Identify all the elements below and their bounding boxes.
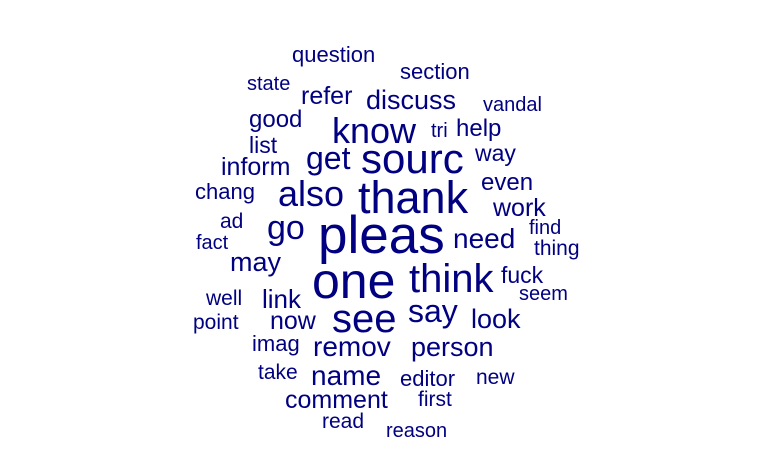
word-thank: thank [358,172,469,223]
word-editor: editor [400,366,456,391]
word-seem: seem [519,283,568,305]
word-point: point [193,311,239,334]
word-one: one [312,253,396,309]
word-discuss: discuss [366,85,457,115]
word-even: even [481,169,534,196]
word-help: help [456,115,502,142]
word-imag: imag [252,331,300,356]
word-read: read [322,410,365,433]
word-first: first [418,388,452,411]
word-work: work [493,194,546,222]
word-say: say [408,293,458,329]
word-see: see [332,297,397,341]
word-get: get [306,140,351,176]
word-fuck: fuck [501,262,544,288]
word-way: way [475,140,516,166]
word-fact: fact [196,232,229,254]
word-may: may [230,247,282,277]
word-thing: thing [534,237,580,260]
word-comment: comment [285,386,388,414]
word-inform: inform [221,153,291,181]
word-list: list [249,132,278,158]
word-good: good [249,106,303,133]
word-state: state [247,73,291,95]
word-person: person [411,332,494,362]
word-now: now [270,307,316,335]
word-take: take [258,361,298,384]
word-pleas: pleas [318,206,445,265]
word-section: section [400,59,470,84]
word-tri: tri [431,120,448,142]
word-go: go [267,209,305,247]
word-new: new [476,366,515,389]
word-look: look [471,304,521,334]
word-sourc: sourc [361,135,464,182]
word-also: also [278,173,345,214]
word-ad: ad [220,210,244,233]
word-know: know [332,110,417,151]
word-think: think [409,257,494,301]
word-vandal: vandal [483,94,542,116]
word-need: need [453,223,516,254]
word-chang: chang [195,179,255,204]
word-remov: remov [313,331,391,362]
word-well: well [206,287,243,310]
word-link: link [262,284,302,314]
word-find: find [529,217,562,239]
word-name: name [311,360,382,391]
word-reason: reason [386,420,448,442]
word-question: question [292,42,376,67]
word-refer: refer [301,82,353,110]
